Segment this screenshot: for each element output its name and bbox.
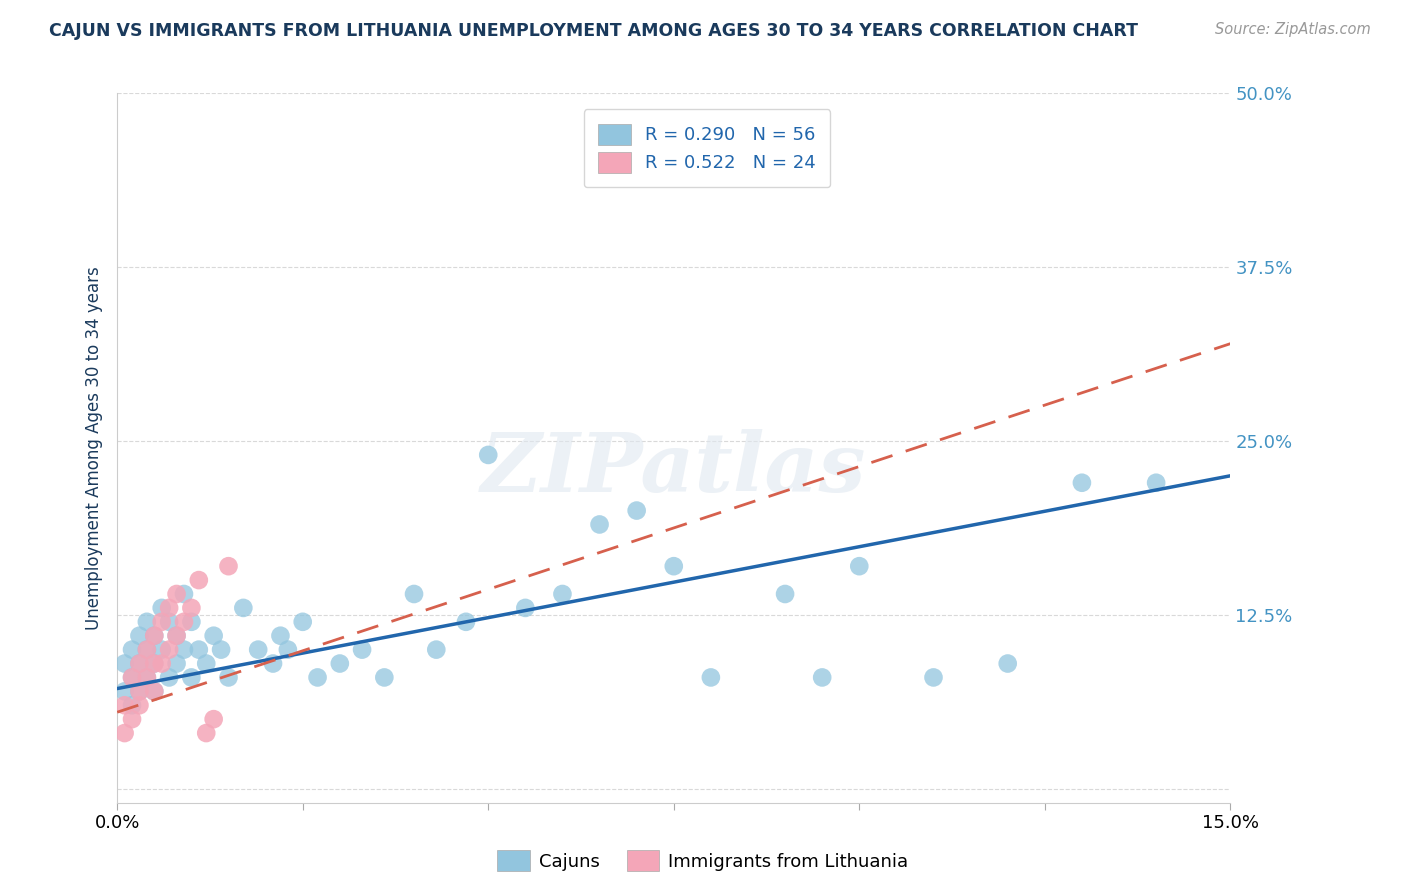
Point xyxy=(373,670,395,684)
Point xyxy=(121,698,143,713)
Point xyxy=(848,559,870,574)
Point xyxy=(173,587,195,601)
Point xyxy=(166,629,188,643)
Point xyxy=(114,684,136,698)
Point xyxy=(277,642,299,657)
Point xyxy=(143,657,166,671)
Point xyxy=(662,559,685,574)
Point xyxy=(157,601,180,615)
Point xyxy=(121,712,143,726)
Point xyxy=(143,629,166,643)
Point xyxy=(187,642,209,657)
Point xyxy=(150,601,173,615)
Point xyxy=(128,684,150,698)
Point xyxy=(128,684,150,698)
Point xyxy=(773,587,796,601)
Point xyxy=(135,670,157,684)
Point xyxy=(121,642,143,657)
Point xyxy=(114,698,136,713)
Point xyxy=(150,657,173,671)
Point xyxy=(166,629,188,643)
Point xyxy=(329,657,352,671)
Point xyxy=(1144,475,1167,490)
Point xyxy=(128,657,150,671)
Point xyxy=(425,642,447,657)
Point xyxy=(202,712,225,726)
Point xyxy=(121,670,143,684)
Point xyxy=(477,448,499,462)
Point xyxy=(1071,475,1094,490)
Point xyxy=(128,657,150,671)
Point xyxy=(402,587,425,601)
Point xyxy=(143,684,166,698)
Legend: Cajuns, Immigrants from Lithuania: Cajuns, Immigrants from Lithuania xyxy=(491,843,915,879)
Text: Source: ZipAtlas.com: Source: ZipAtlas.com xyxy=(1215,22,1371,37)
Point xyxy=(247,642,270,657)
Point xyxy=(180,615,202,629)
Point xyxy=(195,726,218,740)
Point xyxy=(166,657,188,671)
Point xyxy=(195,657,218,671)
Point xyxy=(157,670,180,684)
Point xyxy=(143,657,166,671)
Point xyxy=(157,615,180,629)
Text: CAJUN VS IMMIGRANTS FROM LITHUANIA UNEMPLOYMENT AMONG AGES 30 TO 34 YEARS CORREL: CAJUN VS IMMIGRANTS FROM LITHUANIA UNEMP… xyxy=(49,22,1139,40)
Point xyxy=(128,698,150,713)
Point xyxy=(515,601,537,615)
Point xyxy=(454,615,477,629)
Point xyxy=(352,642,374,657)
Point xyxy=(811,670,834,684)
Point xyxy=(180,670,202,684)
Point xyxy=(700,670,723,684)
Point xyxy=(121,670,143,684)
Point xyxy=(218,559,240,574)
Point xyxy=(291,615,314,629)
Point xyxy=(180,601,202,615)
Point xyxy=(114,726,136,740)
Point xyxy=(218,670,240,684)
Point xyxy=(173,615,195,629)
Point xyxy=(135,642,157,657)
Point xyxy=(135,642,157,657)
Point xyxy=(128,629,150,643)
Point xyxy=(922,670,945,684)
Point xyxy=(143,684,166,698)
Point xyxy=(166,587,188,601)
Point xyxy=(997,657,1019,671)
Point xyxy=(626,503,648,517)
Point xyxy=(551,587,574,601)
Point xyxy=(202,629,225,643)
Point xyxy=(269,629,291,643)
Point xyxy=(588,517,610,532)
Point xyxy=(157,642,180,657)
Point xyxy=(262,657,284,671)
Point xyxy=(173,642,195,657)
Point xyxy=(114,657,136,671)
Point xyxy=(143,629,166,643)
Point xyxy=(187,573,209,587)
Point xyxy=(150,642,173,657)
Point xyxy=(150,615,173,629)
Legend: R = 0.290   N = 56, R = 0.522   N = 24: R = 0.290 N = 56, R = 0.522 N = 24 xyxy=(583,110,831,187)
Point xyxy=(135,615,157,629)
Point xyxy=(307,670,329,684)
Point xyxy=(135,670,157,684)
Text: ZIPatlas: ZIPatlas xyxy=(481,429,866,509)
Point xyxy=(209,642,232,657)
Point xyxy=(232,601,254,615)
Y-axis label: Unemployment Among Ages 30 to 34 years: Unemployment Among Ages 30 to 34 years xyxy=(86,266,103,630)
